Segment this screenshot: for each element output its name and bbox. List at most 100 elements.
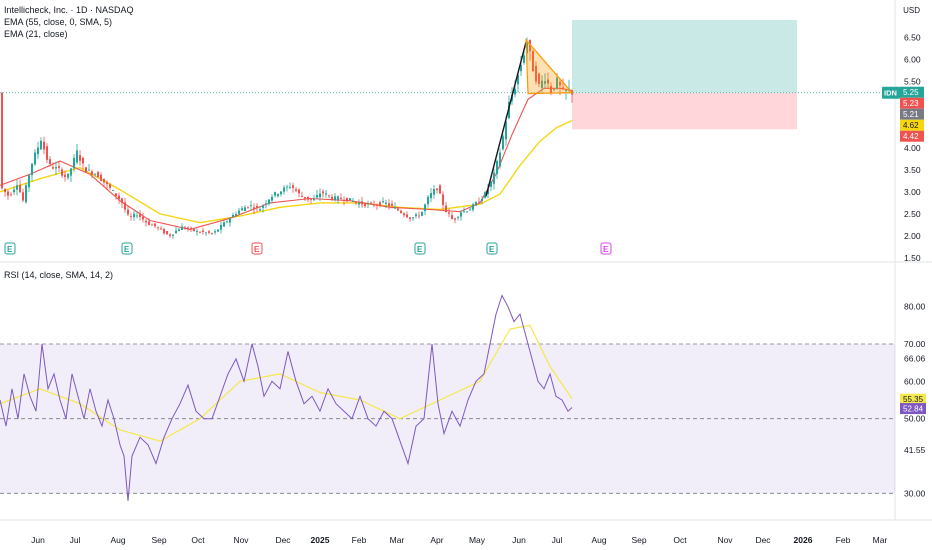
candle-body: [121, 198, 123, 204]
candle: [466, 211, 468, 213]
candle: [388, 199, 390, 210]
price-badge-text: 5.25: [903, 88, 919, 97]
candle: [472, 202, 474, 212]
candle-body: [403, 213, 405, 216]
rsi-tick-label: 66.06: [904, 354, 926, 364]
candle-body: [331, 196, 333, 200]
earnings-marker-label: E: [7, 245, 13, 254]
price-badge: 5.21: [900, 108, 924, 120]
time-axis-label: Jun: [512, 535, 526, 545]
price-badge-text: 4.62: [903, 121, 919, 130]
candle-body: [88, 169, 90, 171]
time-axis-label: Jul: [70, 535, 81, 545]
candle: [55, 161, 57, 175]
time-axis-label: Jul: [552, 535, 563, 545]
candle-body: [286, 186, 288, 188]
candle: [244, 205, 246, 212]
candle-body: [553, 89, 555, 90]
candle: [172, 234, 174, 239]
candle-body: [226, 221, 228, 223]
time-axis-label: Oct: [673, 535, 687, 545]
candle: [88, 164, 90, 171]
candle-body: [565, 90, 567, 92]
candle-body: [277, 194, 279, 197]
candle: [160, 226, 162, 231]
candle-body: [487, 188, 489, 195]
price-badge-bg: [900, 108, 924, 120]
time-axis-label: Aug: [110, 535, 125, 545]
candle-body: [229, 218, 231, 223]
candle: [394, 202, 396, 210]
candle: [256, 203, 258, 213]
currency-label: USD: [903, 6, 920, 15]
price-tick-label: 3.00: [904, 187, 921, 197]
candle: [376, 203, 378, 210]
candle-body: [448, 212, 450, 214]
rsi-tick-label: 41.55: [904, 445, 926, 455]
candle-body: [256, 205, 258, 208]
earnings-marker: E: [486, 242, 498, 255]
candle-body: [247, 206, 249, 208]
candle-body: [466, 211, 468, 213]
price-badge-bg: [900, 130, 924, 142]
candle: [97, 170, 99, 178]
candle-body: [31, 163, 33, 176]
candle: [544, 73, 546, 89]
price-badge-bg: [900, 86, 924, 98]
candle: [313, 194, 315, 201]
price-tick-label: 5.50: [904, 77, 921, 87]
candle-body: [484, 192, 486, 198]
candle: [13, 186, 15, 195]
candle: [205, 232, 207, 236]
candle-body: [76, 150, 78, 163]
candle-body: [61, 169, 63, 176]
candle: [415, 212, 417, 219]
candle: [76, 143, 78, 165]
earnings-marker: E: [251, 242, 263, 255]
price-badge-text: 4.42: [903, 132, 919, 141]
candle-body: [439, 185, 441, 194]
candle: [115, 193, 117, 200]
candle-body: [523, 55, 525, 63]
candle-body: [388, 203, 390, 206]
candle-body: [352, 201, 354, 202]
candle: [202, 227, 204, 235]
price-tick-label: 4.00: [904, 143, 921, 153]
candle-body: [358, 202, 360, 205]
rsi-line: [0, 294, 573, 501]
candle: [343, 196, 345, 206]
candle-body: [91, 171, 93, 175]
price-badge-bg: [900, 119, 924, 131]
candle: [214, 229, 216, 235]
price-badge-text: 5.21: [903, 110, 919, 119]
candle-body: [58, 166, 60, 168]
earnings-marker-box: [414, 242, 426, 255]
candle: [127, 205, 129, 217]
ema55-line: [0, 119, 573, 224]
candle-body: [400, 210, 402, 214]
candle-body: [307, 196, 309, 200]
candle-body: [10, 194, 12, 196]
candle: [190, 226, 192, 233]
candle-body: [166, 231, 168, 235]
candle: [382, 197, 384, 204]
candle-body: [220, 224, 222, 230]
earnings-marker: E: [600, 242, 612, 255]
rsi-badge: 52.84: [900, 403, 926, 415]
price-tick-label: 3.50: [904, 165, 921, 175]
candle-body: [79, 154, 81, 161]
candle-body: [250, 205, 252, 207]
time-axis-label: 2025: [311, 535, 330, 545]
candle: [139, 209, 141, 221]
candle: [271, 194, 273, 204]
candle: [478, 197, 480, 203]
candle: [541, 75, 543, 93]
candle-body: [133, 213, 135, 218]
candle: [220, 221, 222, 234]
candle-body: [535, 65, 537, 82]
candle: [424, 203, 426, 216]
candle: [229, 217, 231, 227]
candle: [16, 179, 18, 196]
candle-body: [490, 181, 492, 187]
